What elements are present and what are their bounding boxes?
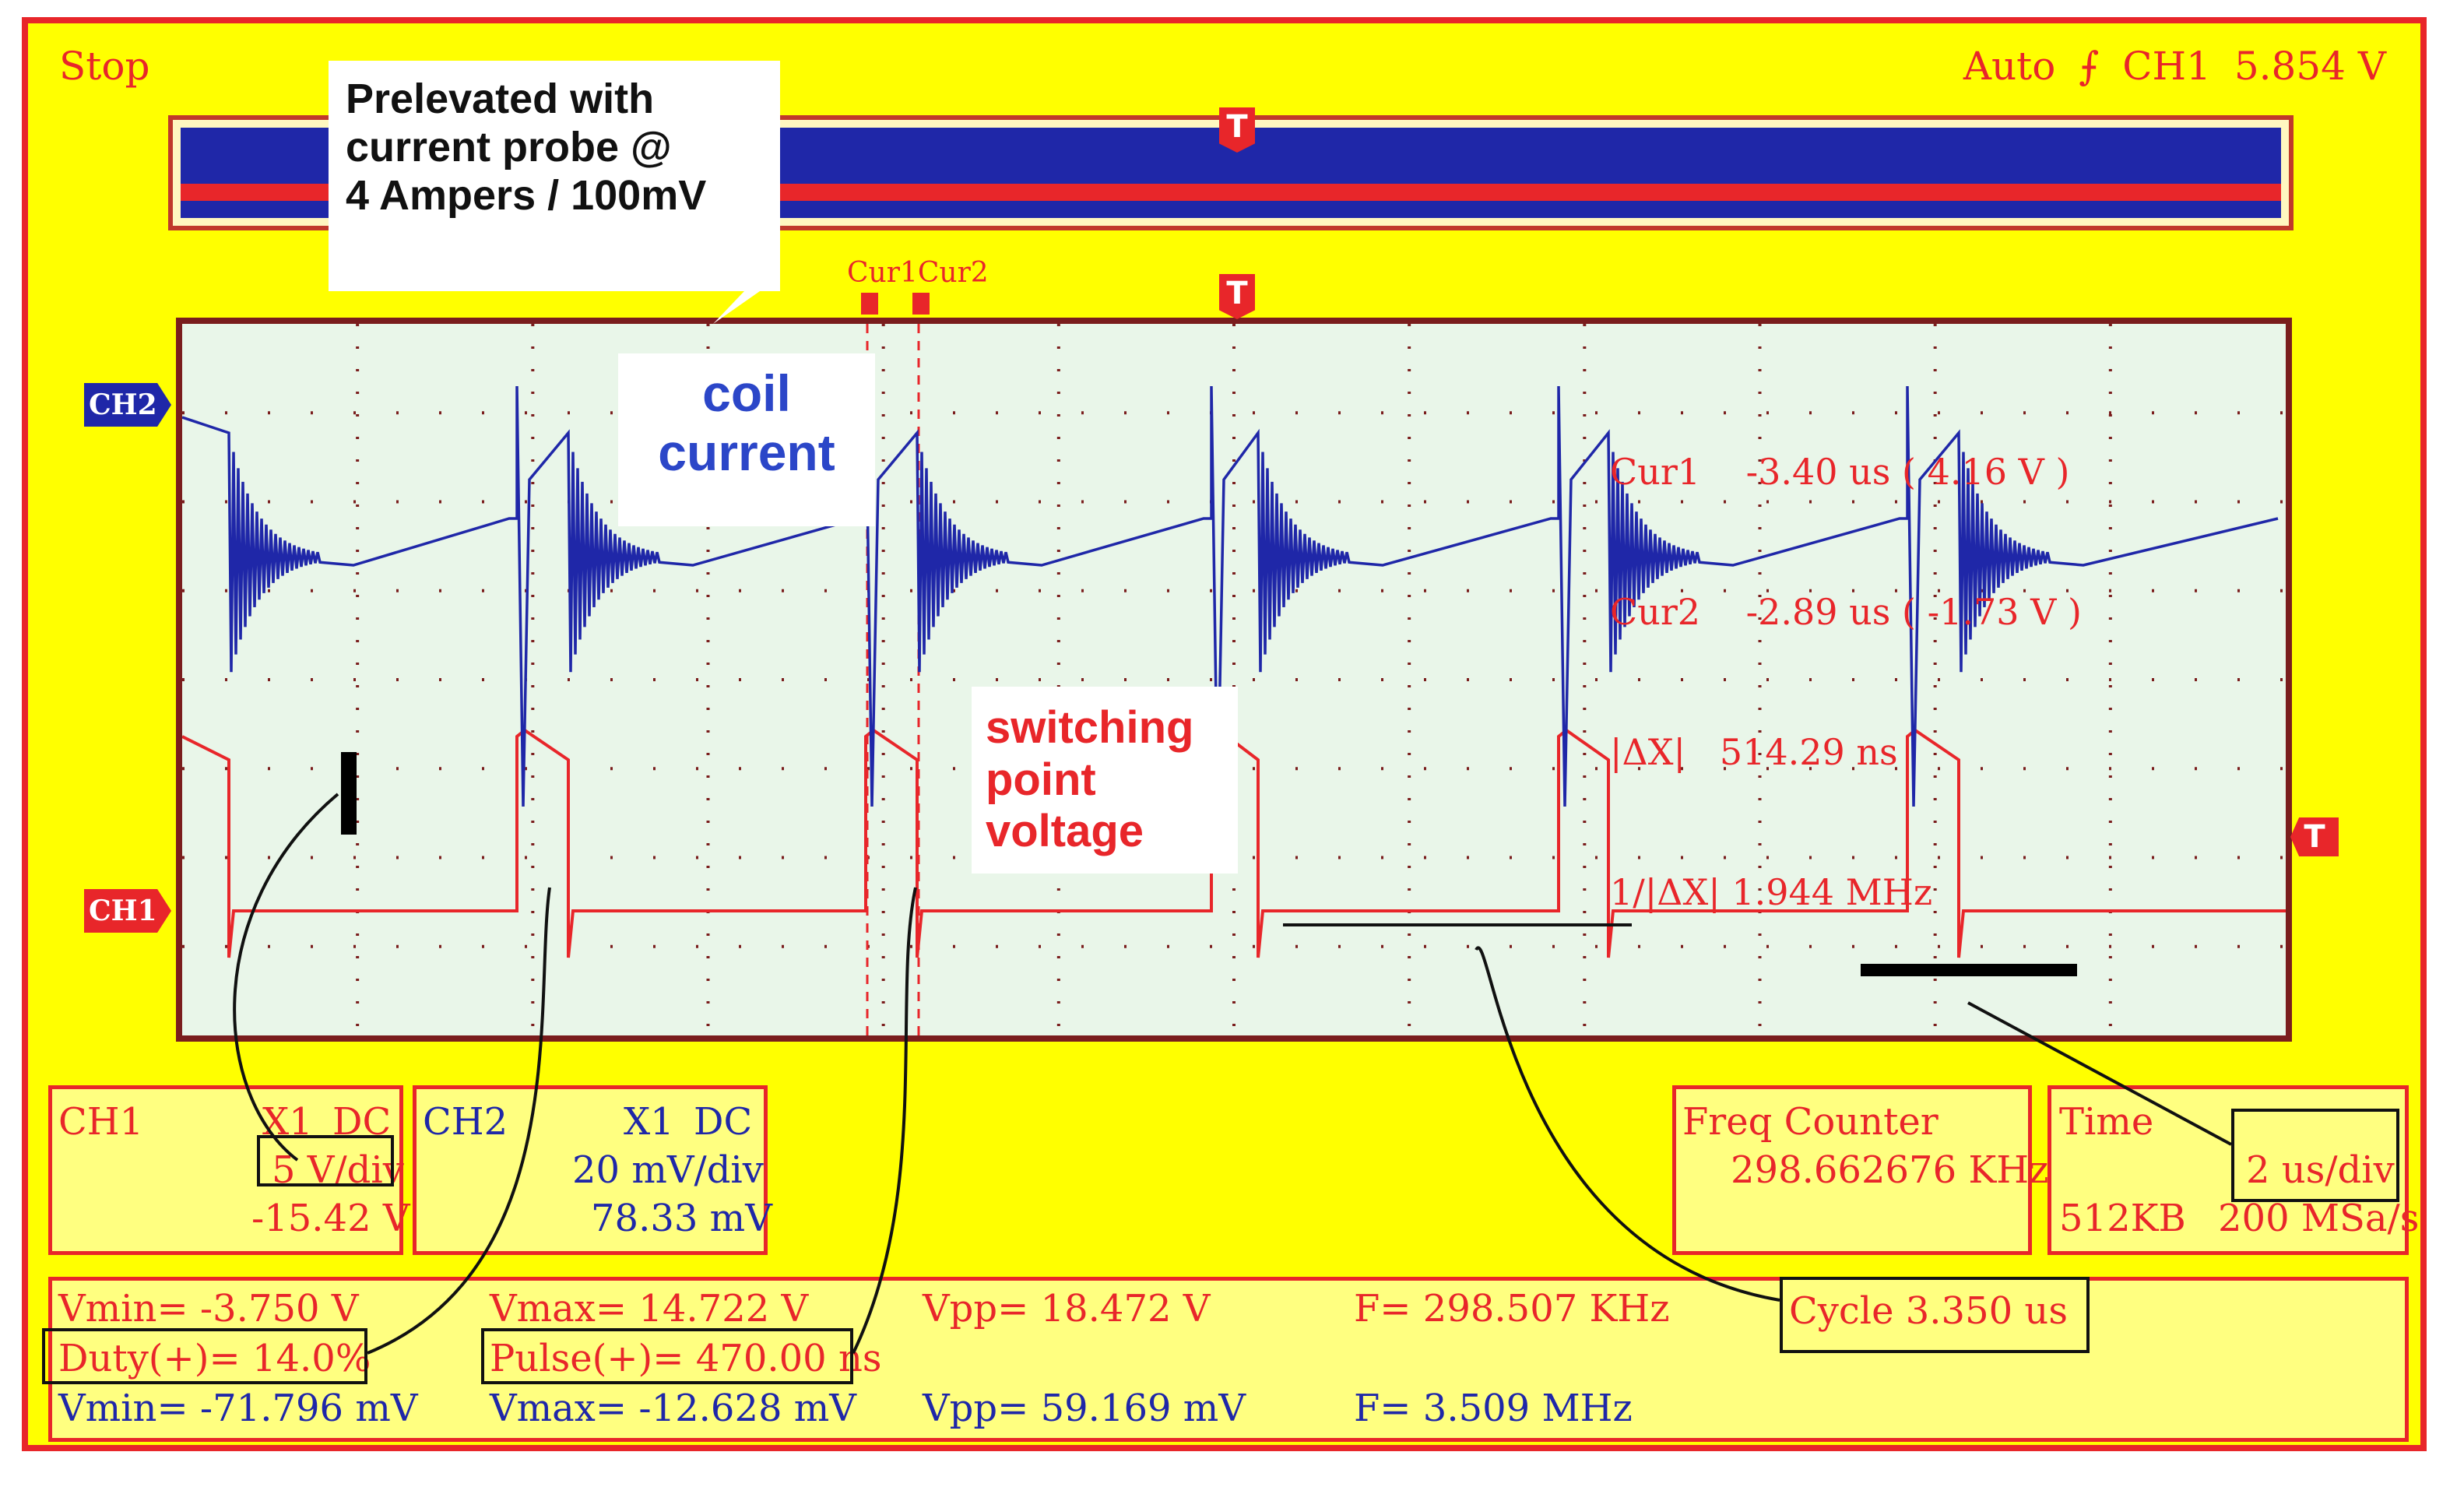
cursor-readout: Cur1 -3.40 us ( 4.16 V ) Cur2 -2.89 us (…	[1610, 355, 2082, 1009]
switching-voltage-annotation: switching point voltage	[972, 687, 1238, 874]
freq-counter-value: 298.662676 KHz	[1731, 1148, 2049, 1192]
sample-rate: 200 MSa/s	[2218, 1197, 2420, 1240]
probe-annotation: Prelevated with current probe @ 4 Ampers…	[329, 61, 780, 291]
ch1-panel-name: CH1	[58, 1100, 144, 1144]
trigger-status[interactable]: Auto ⨍ CH1 5.854 V	[1953, 44, 2386, 89]
probe-annotation-line: 4 Ampers / 100mV	[346, 172, 707, 220]
cycle-callout: Cycle 3.350 us	[1780, 1277, 2090, 1353]
memory-depth: 512KB	[2059, 1197, 2186, 1240]
ch1-marker[interactable]: CH1	[84, 889, 171, 933]
ch2-vmin: Vmin= -71.796 mV	[58, 1387, 418, 1430]
ch2-vmax: Vmax= -12.628 mV	[490, 1387, 856, 1430]
coil-current-annotation: coil current	[618, 353, 875, 526]
cursor-readout-line: |ΔX| 514.29 ns	[1610, 731, 1898, 773]
coil-annotation-line: coil	[702, 364, 791, 422]
probe-annotation-line: Prelevated with	[346, 76, 655, 122]
trigger-position-marker[interactable]: T	[1219, 274, 1255, 319]
ch2-settings-panel[interactable]: CH2 X1 DC 20 mV/div 78.33 mV	[413, 1085, 772, 1255]
ch1-vpp: Vpp= 18.472 V	[923, 1287, 1211, 1331]
trigger-mode: Auto	[1963, 44, 2056, 89]
probe-annotation-line: current probe @	[346, 124, 672, 171]
switch-annotation-line: point	[986, 754, 1096, 805]
cursor-readout-line: Cur2 -2.89 us ( -1.73 V )	[1610, 591, 2082, 633]
cursor1-label: Cur1	[847, 257, 918, 289]
cursor-readout-line: Cur1 -3.40 us ( 4.16 V )	[1610, 451, 2070, 493]
ch2-probe: X1	[624, 1100, 674, 1144]
ch2-panel-name: CH2	[423, 1100, 508, 1144]
ch2-waveform	[182, 385, 2279, 807]
ch2-scale: 20 mV/div	[572, 1148, 764, 1192]
ch2-freq: F= 3.509 MHz	[1354, 1387, 1633, 1430]
cursor-labels: Cur1Cur2	[847, 257, 989, 289]
ch1-offset: -15.42 V	[251, 1197, 410, 1240]
timebase-label: Time	[2059, 1100, 2154, 1144]
ch1-vmin: Vmin= -3.750 V	[58, 1287, 359, 1331]
ch1-freq: F= 298.507 KHz	[1354, 1287, 1670, 1331]
pulse-highlight	[481, 1328, 853, 1384]
rising-edge-icon: ⨍	[2079, 44, 2100, 89]
voltage-scale-marker	[341, 752, 357, 835]
overview-trigger-marker[interactable]: T	[1219, 107, 1255, 153]
switch-annotation-line: voltage	[986, 806, 1144, 857]
run-status[interactable]: Stop	[59, 44, 150, 89]
ch1-vmax: Vmax= 14.722 V	[490, 1287, 809, 1331]
coil-annotation-line: current	[658, 423, 835, 481]
ch2-vpp: Vpp= 59.169 mV	[923, 1387, 1246, 1430]
switch-annotation-line: switching	[986, 702, 1194, 753]
cursor2-label: Cur2	[917, 257, 989, 289]
cursor-readout-line: 1/|ΔX| 1.944 MHz	[1610, 871, 1933, 913]
freq-counter-label: Freq Counter	[1682, 1100, 1939, 1144]
ch1-scale-highlight	[257, 1135, 394, 1186]
timebase-scale: 2 us/div	[2246, 1148, 2395, 1192]
timebase-highlight	[2231, 1109, 2399, 1202]
trigger-source: CH1	[2122, 44, 2211, 89]
trigger-level: 5.854 V	[2234, 44, 2386, 89]
duty-highlight	[42, 1328, 367, 1384]
trigger-level-marker[interactable]: T	[2290, 817, 2339, 856]
cursor2-handle[interactable]	[912, 293, 930, 315]
ch2-marker[interactable]: CH2	[84, 383, 171, 427]
oscilloscope-frame: Stop Auto ⨍ CH1 5.854 V T T T CH2 CH1 Cu…	[22, 17, 2427, 1451]
ch2-offset: 78.33 mV	[591, 1197, 772, 1240]
time-scale-marker	[1861, 964, 2077, 976]
freq-counter-panel[interactable]: Freq Counter 298.662676 KHz	[1672, 1085, 2048, 1255]
ch2-coupling: DC	[694, 1100, 753, 1144]
cycle-value: Cycle 3.350 us	[1789, 1289, 2068, 1333]
ch1-duty: Duty(+)= 14.0%	[58, 1337, 371, 1380]
cursor1-handle[interactable]	[861, 293, 878, 315]
ch1-pulse-width: Pulse(+)= 470.00 ns	[490, 1337, 882, 1380]
